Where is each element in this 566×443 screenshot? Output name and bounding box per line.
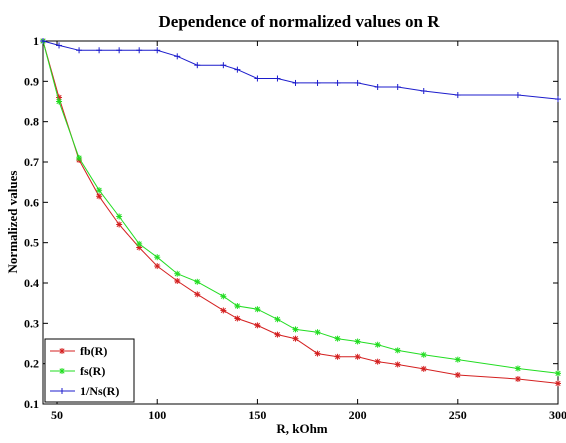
plot-frame bbox=[42, 40, 559, 405]
data-point-fb-r bbox=[514, 375, 521, 382]
data-point-1-ns-r bbox=[174, 53, 181, 60]
data-point-fb-r bbox=[334, 353, 341, 360]
data-point-fb-r bbox=[394, 361, 401, 368]
data-point-fs-r bbox=[96, 187, 103, 194]
data-point-fb-r bbox=[454, 371, 461, 378]
data-point-1-ns-r bbox=[56, 42, 63, 49]
data-point-1-ns-r bbox=[354, 79, 361, 86]
data-point-1-ns-r bbox=[116, 47, 123, 54]
data-point-1-ns-r bbox=[420, 88, 427, 95]
legend-label-fb-r: fb(R) bbox=[80, 344, 107, 358]
x-tick-label: 100 bbox=[148, 408, 166, 422]
y-tick-label: 1 bbox=[33, 34, 39, 48]
data-point-fb-r bbox=[154, 263, 161, 270]
data-point-fb-r bbox=[194, 291, 201, 298]
y-tick-label: 0.1 bbox=[24, 397, 39, 411]
data-point-fs-r bbox=[555, 370, 561, 377]
data-point-fs-r bbox=[254, 306, 261, 313]
legend-marker-fb-r bbox=[59, 348, 65, 354]
data-point-1-ns-r bbox=[96, 47, 103, 54]
data-point-1-ns-r bbox=[374, 83, 381, 90]
data-point-fs-r bbox=[220, 293, 227, 300]
data-point-fb-r bbox=[234, 315, 241, 322]
data-point-1-ns-r bbox=[254, 75, 261, 82]
legend-marker-1-ns-r bbox=[59, 388, 65, 394]
data-point-fs-r bbox=[274, 316, 281, 323]
data-point-fs-r bbox=[56, 98, 63, 105]
data-point-1-ns-r bbox=[314, 79, 321, 86]
data-point-fb-r bbox=[274, 331, 281, 338]
data-point-1-ns-r bbox=[76, 47, 83, 54]
data-point-fb-r bbox=[116, 221, 123, 228]
data-point-fb-r bbox=[354, 353, 361, 360]
data-point-1-ns-r bbox=[40, 38, 46, 44]
data-point-fs-r bbox=[374, 341, 381, 348]
y-tick-label: 0.5 bbox=[24, 236, 39, 250]
data-point-fs-r bbox=[194, 278, 201, 285]
legend-label-1-ns-r: 1/Ns(R) bbox=[80, 384, 119, 398]
x-tick-label: 300 bbox=[549, 408, 566, 422]
data-point-fs-r bbox=[234, 302, 241, 309]
y-tick-label: 0.8 bbox=[24, 115, 39, 129]
data-point-1-ns-r bbox=[136, 47, 143, 54]
data-point-1-ns-r bbox=[194, 62, 201, 69]
data-point-1-ns-r bbox=[154, 47, 161, 54]
y-tick-label: 0.9 bbox=[24, 74, 39, 88]
data-point-fs-r bbox=[174, 270, 181, 277]
data-point-fb-r bbox=[420, 365, 427, 372]
chart-title: Dependence of normalized values on R bbox=[159, 12, 441, 31]
data-point-fs-r bbox=[394, 347, 401, 354]
data-point-fb-r bbox=[555, 380, 561, 387]
series-line-1-ns-r bbox=[42, 40, 559, 100]
data-point-1-ns-r bbox=[274, 75, 281, 82]
y-tick-label: 0.7 bbox=[24, 155, 39, 169]
x-tick-label: 150 bbox=[248, 408, 266, 422]
data-point-fs-r bbox=[514, 365, 521, 372]
data-point-1-ns-r bbox=[292, 79, 299, 86]
data-point-fs-r bbox=[76, 154, 83, 161]
data-point-1-ns-r bbox=[220, 62, 227, 69]
data-point-fs-r bbox=[314, 329, 321, 336]
data-point-fs-r bbox=[154, 254, 161, 261]
data-point-fb-r bbox=[254, 322, 261, 329]
data-point-1-ns-r bbox=[454, 92, 461, 99]
legend-marker-fs-r bbox=[59, 368, 65, 374]
data-point-fs-r bbox=[334, 335, 341, 342]
y-tick-label: 0.4 bbox=[24, 276, 39, 290]
data-point-fs-r bbox=[116, 213, 123, 220]
data-point-1-ns-r bbox=[394, 83, 401, 90]
data-point-fb-r bbox=[174, 277, 181, 284]
x-tick-label: 200 bbox=[349, 408, 367, 422]
data-point-fs-r bbox=[354, 338, 361, 345]
y-tick-label: 0.3 bbox=[24, 316, 39, 330]
y-tick-label: 0.2 bbox=[24, 357, 39, 371]
data-point-fs-r bbox=[136, 240, 143, 247]
data-point-fs-r bbox=[454, 356, 461, 363]
series-line-fb-r bbox=[42, 40, 559, 384]
data-point-1-ns-r bbox=[555, 96, 561, 103]
data-point-1-ns-r bbox=[334, 79, 341, 86]
y-tick-label: 0.6 bbox=[24, 195, 39, 209]
y-axis-label: Normalized values bbox=[5, 171, 20, 274]
legend-label-fs-r: fs(R) bbox=[80, 364, 105, 378]
data-point-fs-r bbox=[420, 351, 427, 358]
data-point-fb-r bbox=[374, 358, 381, 365]
data-point-fb-r bbox=[314, 350, 321, 357]
data-point-fb-r bbox=[96, 193, 103, 200]
data-point-fb-r bbox=[292, 335, 299, 342]
data-point-1-ns-r bbox=[514, 92, 521, 99]
x-tick-label: 250 bbox=[449, 408, 467, 422]
data-point-fb-r bbox=[220, 307, 227, 314]
x-axis-label: R, kOhm bbox=[276, 421, 327, 436]
data-point-1-ns-r bbox=[234, 66, 241, 73]
x-tick-label: 50 bbox=[51, 408, 63, 422]
data-point-fs-r bbox=[292, 326, 299, 333]
series-line-fs-r bbox=[42, 40, 559, 374]
